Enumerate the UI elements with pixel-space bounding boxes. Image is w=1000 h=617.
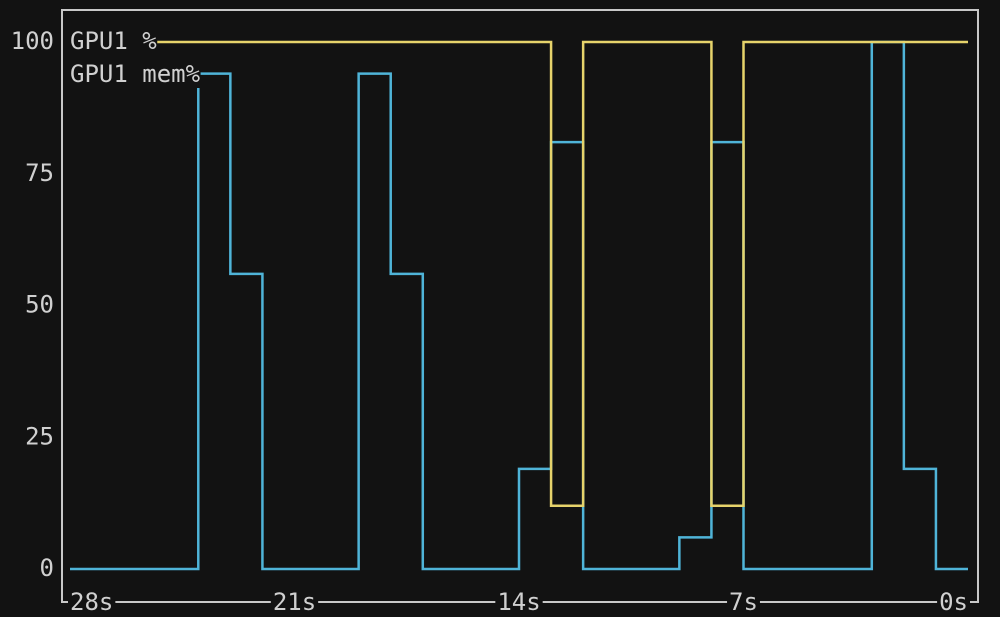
legend-entry: GPU1 % <box>70 27 157 55</box>
frame <box>61 9 979 603</box>
y-tick-label: 100 <box>11 27 54 55</box>
y-tick-label: 0 <box>40 554 54 582</box>
x-tick-label-background <box>727 588 760 616</box>
y-tick-label: 75 <box>25 159 54 187</box>
x-tick-label-background <box>68 588 116 616</box>
legend-background <box>70 27 158 55</box>
y-tick-label: 25 <box>25 422 54 450</box>
x-tick-label: 21s <box>273 588 316 616</box>
x-tick-label-background <box>937 588 970 616</box>
legend-entry: GPU1 mem% <box>70 60 201 88</box>
x-tick-label-background <box>270 588 319 616</box>
x-tick-label-background <box>495 588 543 616</box>
y-tick-label: 50 <box>25 291 54 319</box>
x-tick-label: 28s <box>70 588 113 616</box>
series-line <box>70 40 968 508</box>
x-tick-label: 7s <box>729 588 758 616</box>
legend-background <box>70 60 201 88</box>
series-line <box>70 40 968 571</box>
x-tick-label: 0s <box>939 588 968 616</box>
x-tick-label: 14s <box>497 588 540 616</box>
